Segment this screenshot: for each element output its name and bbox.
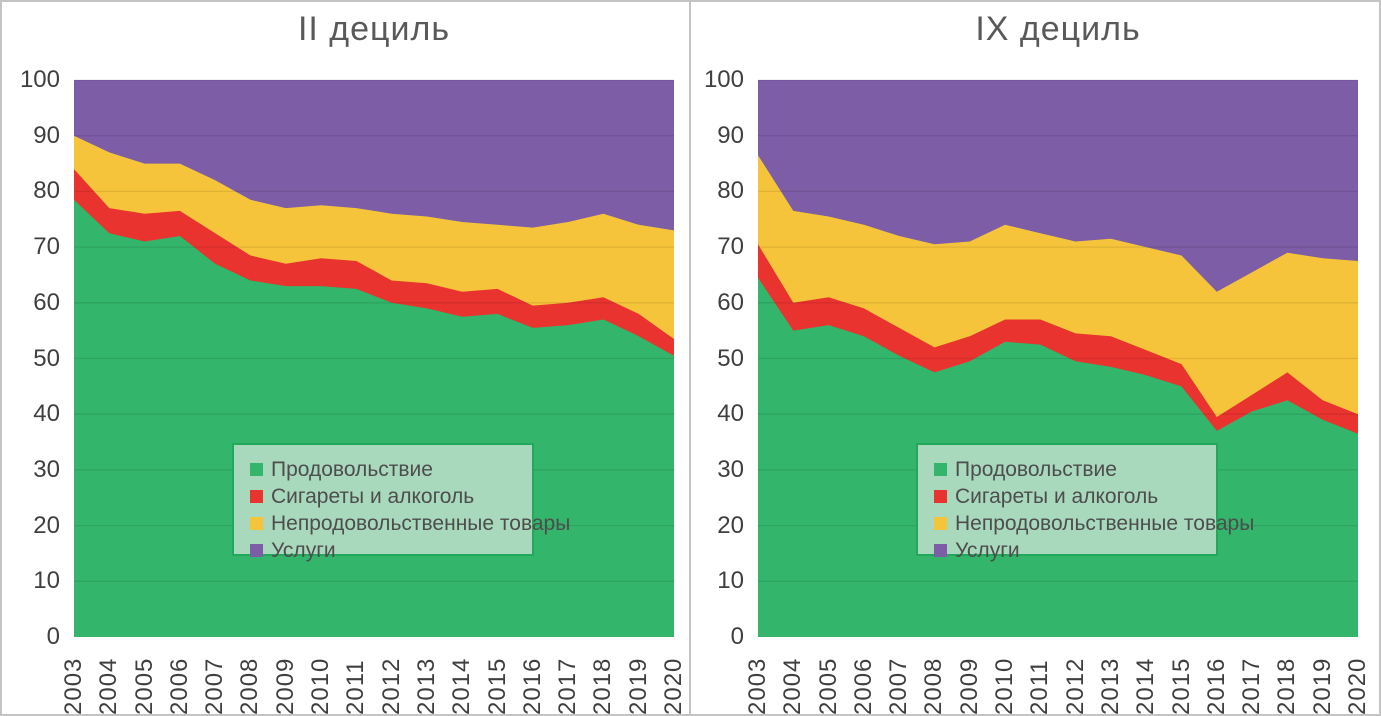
x-tick-label: 2019: [624, 657, 652, 715]
x-tick-label: 2006: [849, 657, 877, 715]
y-tick-label: 10: [717, 567, 744, 595]
y-tick-label: 80: [33, 177, 60, 205]
x-tick-label: 2017: [554, 657, 582, 715]
x-tick-label: 2004: [779, 657, 807, 715]
y-tick-label: 70: [717, 233, 744, 261]
legend-item: Сигареты и алкоголь: [934, 483, 1206, 510]
legend-label: Услуги: [271, 538, 336, 562]
y-tick-label: 0: [46, 623, 60, 650]
x-tick-label: 2004: [95, 657, 123, 715]
y-tick-label: 40: [717, 400, 744, 428]
legend: Продовольствие Сигареты и алкоголь Непродо…: [232, 443, 570, 562]
plot-area: [74, 79, 674, 638]
legend-item: Услуги: [250, 537, 522, 564]
y-tick-label: 30: [33, 455, 60, 483]
x-tick-label: 2014: [1132, 657, 1160, 715]
x-tick-label: 2015: [483, 657, 511, 715]
x-tick-label: 2017: [1238, 657, 1266, 715]
x-tick-label: 2018: [589, 657, 617, 715]
y-tick-label: 60: [33, 288, 60, 316]
y-tick-label: 100: [703, 66, 744, 93]
legend-label: Продовольствие: [271, 457, 433, 481]
legend-item: Сигареты и алкоголь: [250, 483, 522, 510]
x-tick-label: 2006: [165, 657, 193, 715]
y-tick-label: 100: [19, 66, 60, 93]
legend-swatch-icon: [250, 490, 263, 503]
plot-area: [758, 79, 1358, 638]
legend-label: Услуги: [955, 538, 1020, 562]
legend-item: Продовольствие: [934, 456, 1206, 483]
x-tick-label: 2020: [660, 657, 687, 715]
chart-title-right: IX дециль: [975, 10, 1141, 48]
x-tick-label: 2008: [920, 657, 948, 715]
x-tick-label: 2019: [1308, 657, 1336, 715]
legend-item: Непродовольственные товары: [250, 510, 570, 537]
x-tick-label: 2015: [1167, 657, 1195, 715]
x-tick-label: 2016: [1202, 657, 1230, 715]
x-tick-label: 2009: [271, 657, 299, 715]
x-tick-label: 2014: [448, 657, 476, 715]
y-tick-label: 90: [717, 121, 744, 149]
y-tick-label: 20: [33, 511, 60, 539]
x-tick-label: 2012: [377, 657, 405, 715]
x-tick-label: 2008: [236, 657, 264, 715]
legend-label: Продовольствие: [955, 457, 1117, 481]
legend-label: Сигареты и алкоголь: [955, 484, 1159, 508]
y-tick-label: 80: [717, 177, 744, 205]
legend-label: Сигареты и алкоголь: [271, 484, 475, 508]
x-tick-label: 2009: [955, 657, 983, 715]
y-tick-label: 30: [717, 455, 744, 483]
legend-swatch-icon: [250, 544, 263, 557]
y-tick-label: 20: [717, 511, 744, 539]
chart-panel-left: II дециль 0 10 20 30 40 50 60 70 80 90 100 2003 2004…: [2, 2, 689, 714]
x-tick-label: 2016: [518, 657, 546, 715]
chart-title-left: II дециль: [297, 10, 451, 48]
legend-swatch-icon: [934, 544, 947, 557]
x-tick-label: 2005: [814, 657, 842, 715]
x-tick-label: 2013: [1096, 657, 1124, 715]
legend-swatch-icon: [250, 463, 263, 476]
legend-swatch-icon: [250, 517, 263, 530]
x-tick-label: 2007: [201, 657, 229, 715]
legend-swatch-icon: [934, 463, 947, 476]
legend-item: Продовольствие: [250, 456, 522, 483]
x-tick-label: 2011: [342, 659, 370, 715]
legend: Продовольствие Сигареты и алкоголь Непродо…: [916, 443, 1254, 562]
legend-swatch-icon: [934, 517, 947, 530]
legend-item: Услуги: [934, 537, 1206, 564]
panel-divider: [689, 2, 691, 714]
y-tick-label: 0: [730, 623, 744, 650]
x-tick-label: 2012: [1061, 657, 1089, 715]
y-tick-label: 50: [717, 344, 744, 372]
x-tick-label: 2010: [991, 657, 1019, 715]
legend-label: Непродовольственные товары: [271, 511, 571, 535]
x-tick-label: 2010: [307, 657, 335, 715]
y-tick-label: 70: [33, 233, 60, 261]
x-tick-label: 2018: [1273, 657, 1301, 715]
y-tick-label: 50: [33, 344, 60, 372]
x-tick-label: 2020: [1344, 657, 1371, 715]
chart-panel-right: IX дециль 0 10 20 30 40 50 60 70 80 90 100 2003 2004…: [691, 2, 1379, 714]
legend-swatch-icon: [934, 490, 947, 503]
x-tick-label: 2003: [60, 657, 87, 715]
y-tick-label: 60: [717, 288, 744, 316]
y-tick-label: 90: [33, 121, 60, 149]
x-tick-label: 2005: [130, 657, 158, 715]
y-tick-label: 10: [33, 567, 60, 595]
x-tick-label: 2007: [885, 657, 913, 715]
y-tick-label: 40: [33, 400, 60, 428]
legend-item: Непродовольственные товары: [934, 510, 1254, 537]
x-tick-label: 2011: [1026, 659, 1054, 715]
legend-label: Непродовольственные товары: [955, 511, 1255, 535]
x-tick-label: 2013: [412, 657, 440, 715]
x-tick-label: 2003: [744, 657, 771, 715]
